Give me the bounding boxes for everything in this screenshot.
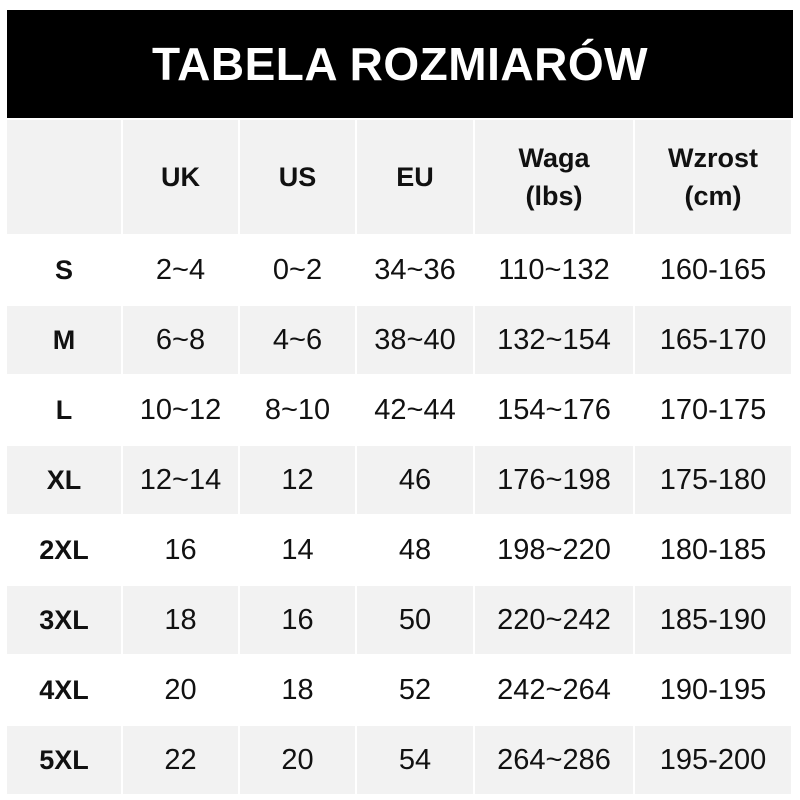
cell-waga: 198~220: [475, 516, 633, 584]
table-row: 5XL 22 20 54 264~286 195-200: [7, 726, 791, 794]
cell-waga: 154~176: [475, 376, 633, 444]
cell-size: M: [7, 306, 121, 374]
cell-uk: 2~4: [123, 236, 238, 304]
cell-wzrost: 190-195: [635, 656, 791, 724]
cell-us: 8~10: [240, 376, 355, 444]
cell-waga: 176~198: [475, 446, 633, 514]
header-wzrost: Wzrost (cm): [635, 120, 791, 234]
cell-wzrost: 180-185: [635, 516, 791, 584]
cell-size: 4XL: [7, 656, 121, 724]
cell-size: 5XL: [7, 726, 121, 794]
header-us: US: [240, 120, 355, 234]
header-row: UK US EU Waga (lbs) Wzrost (cm): [7, 120, 791, 234]
cell-size: S: [7, 236, 121, 304]
table-row: L 10~12 8~10 42~44 154~176 170-175: [7, 376, 791, 444]
cell-waga: 220~242: [475, 586, 633, 654]
table-row: 4XL 20 18 52 242~264 190-195: [7, 656, 791, 724]
cell-uk: 20: [123, 656, 238, 724]
cell-size: L: [7, 376, 121, 444]
cell-us: 18: [240, 656, 355, 724]
cell-eu: 38~40: [357, 306, 473, 374]
cell-us: 14: [240, 516, 355, 584]
header-waga-label: Waga: [518, 143, 590, 173]
table-row: 2XL 16 14 48 198~220 180-185: [7, 516, 791, 584]
header-wzrost-unit: (cm): [684, 181, 742, 211]
cell-uk: 18: [123, 586, 238, 654]
header-uk: UK: [123, 120, 238, 234]
cell-us: 0~2: [240, 236, 355, 304]
cell-uk: 6~8: [123, 306, 238, 374]
cell-wzrost: 195-200: [635, 726, 791, 794]
cell-waga: 264~286: [475, 726, 633, 794]
cell-uk: 10~12: [123, 376, 238, 444]
cell-uk: 16: [123, 516, 238, 584]
header-waga: Waga (lbs): [475, 120, 633, 234]
cell-eu: 42~44: [357, 376, 473, 444]
size-table: UK US EU Waga (lbs) Wzrost (cm) S 2~4 0~2 34~…: [5, 118, 793, 796]
table-row: M 6~8 4~6 38~40 132~154 165-170: [7, 306, 791, 374]
cell-eu: 34~36: [357, 236, 473, 304]
cell-uk: 12~14: [123, 446, 238, 514]
cell-waga: 132~154: [475, 306, 633, 374]
cell-wzrost: 160-165: [635, 236, 791, 304]
cell-uk: 22: [123, 726, 238, 794]
cell-waga: 242~264: [475, 656, 633, 724]
cell-eu: 46: [357, 446, 473, 514]
cell-eu: 50: [357, 586, 473, 654]
cell-wzrost: 185-190: [635, 586, 791, 654]
cell-us: 16: [240, 586, 355, 654]
cell-us: 12: [240, 446, 355, 514]
cell-wzrost: 165-170: [635, 306, 791, 374]
header-eu: EU: [357, 120, 473, 234]
cell-size: XL: [7, 446, 121, 514]
header-wzrost-label: Wzrost: [668, 143, 758, 173]
cell-size: 2XL: [7, 516, 121, 584]
table-row: S 2~4 0~2 34~36 110~132 160-165: [7, 236, 791, 304]
page-title: TABELA ROZMIARÓW: [7, 10, 793, 118]
cell-size: 3XL: [7, 586, 121, 654]
header-size: [7, 120, 121, 234]
table-row: 3XL 18 16 50 220~242 185-190: [7, 586, 791, 654]
cell-us: 4~6: [240, 306, 355, 374]
header-waga-unit: (lbs): [525, 181, 583, 211]
cell-wzrost: 175-180: [635, 446, 791, 514]
cell-waga: 110~132: [475, 236, 633, 304]
table-row: XL 12~14 12 46 176~198 175-180: [7, 446, 791, 514]
cell-wzrost: 170-175: [635, 376, 791, 444]
cell-eu: 52: [357, 656, 473, 724]
cell-eu: 48: [357, 516, 473, 584]
cell-eu: 54: [357, 726, 473, 794]
cell-us: 20: [240, 726, 355, 794]
